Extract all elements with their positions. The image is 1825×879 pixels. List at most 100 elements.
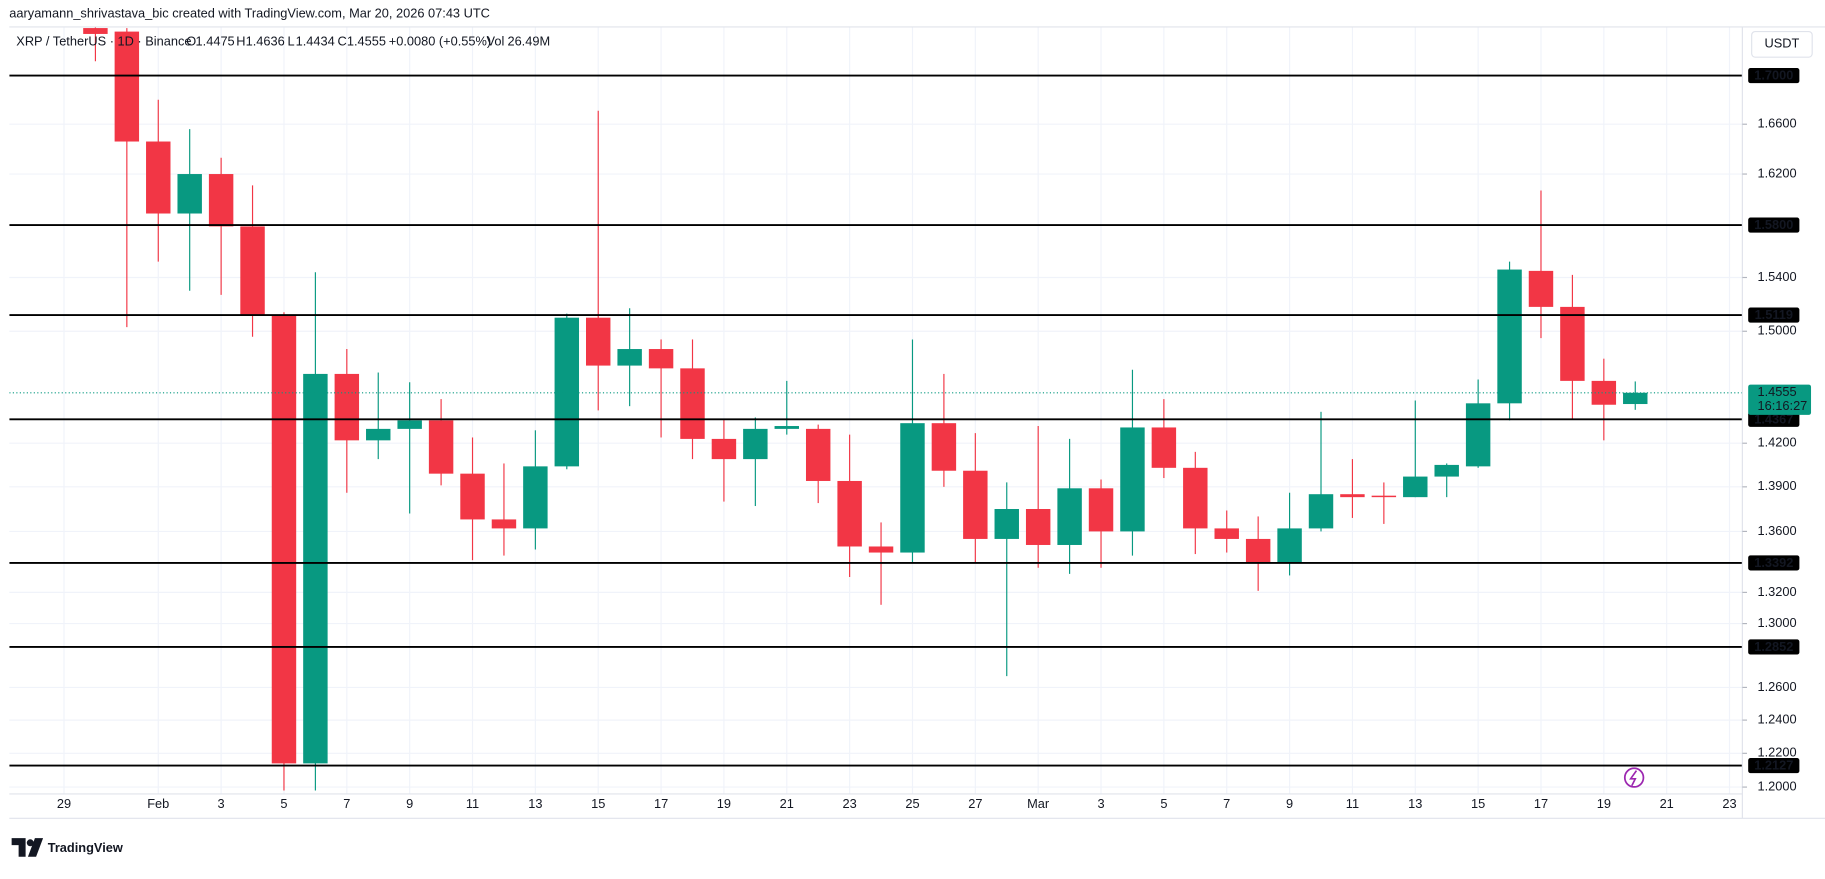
- h-label: H: [236, 33, 245, 48]
- candle-body: [805, 428, 831, 481]
- x-tick-label: 25: [905, 796, 919, 811]
- x-tick-label: 3: [1097, 796, 1104, 811]
- candle-body: [554, 317, 580, 467]
- candle-body: [146, 141, 171, 214]
- x-tick-label: 21: [1660, 796, 1674, 811]
- y-tick-label: 1.2200: [1757, 745, 1796, 760]
- y-tick-label: 1.2400: [1757, 711, 1796, 726]
- x-tick-label: 9: [406, 796, 413, 811]
- level-label-box: [1748, 411, 1800, 427]
- candle-body: [648, 349, 674, 369]
- y-tick-label: 1.3200: [1757, 584, 1796, 599]
- candle-body: [837, 480, 862, 547]
- level-label: 1.3392: [1754, 555, 1793, 570]
- level-label: 1.2852: [1754, 639, 1793, 654]
- candle-body: [1623, 392, 1648, 405]
- axes: 29 Feb 3 5 7 9 11 13 15 17 19 21 23 25 27 Mar 3 5 7 9 11 13 15…: [57, 68, 1812, 811]
- y-tick-label: 1.3600: [1757, 523, 1796, 538]
- o-label: O: [186, 33, 196, 48]
- plot-area: [9, 26, 1743, 791]
- l-value: 1.4434: [296, 33, 335, 48]
- candle-body: [1340, 494, 1365, 498]
- y-tick-label: 1.6600: [1757, 116, 1796, 131]
- candle-body: [1434, 464, 1459, 477]
- quick-action[interactable]: [1623, 767, 1645, 788]
- x-tick-label: Feb: [147, 796, 169, 811]
- x-tick-label: 11: [1346, 796, 1359, 811]
- candle-body: [177, 174, 202, 214]
- currency[interactable]: USDT: [1765, 36, 1800, 51]
- candle-body: [963, 470, 988, 539]
- candle-body: [868, 546, 894, 553]
- x-tick-label: 7: [343, 796, 350, 811]
- candle-body: [428, 420, 454, 474]
- currency-button[interactable]: [1751, 30, 1813, 58]
- x-tick-label: 9: [1286, 796, 1293, 811]
- candle-body: [460, 473, 485, 520]
- candle-body: [1528, 270, 1554, 307]
- x-tick-label: 17: [654, 796, 668, 811]
- candle-body: [1497, 269, 1522, 404]
- vol-value: 26.49M: [507, 33, 550, 48]
- logo-dot: [26, 839, 34, 847]
- candle-body: [680, 368, 705, 439]
- y-tick-label: 1.4200: [1757, 435, 1796, 450]
- attribution: aaryamann_shrivastava_bic created with T…: [9, 5, 490, 20]
- change: +0.0080 (+0.55%): [389, 33, 491, 48]
- x-tick-label: 17: [1534, 796, 1548, 811]
- y-tick-label: 1.5000: [1757, 323, 1796, 338]
- countdown: 16:16:27: [1757, 398, 1807, 413]
- x-tick-label: 3: [218, 796, 225, 811]
- y-tick-label: 1.3900: [1757, 478, 1796, 493]
- logo[interactable]: TradingView: [11, 838, 123, 857]
- candle-body: [931, 423, 957, 471]
- candle-body: [1371, 495, 1397, 498]
- level-label-box: [1748, 307, 1800, 323]
- candle-body: [1591, 380, 1617, 405]
- x-tick-label: Mar: [1027, 796, 1050, 811]
- level-label-box: [1748, 217, 1800, 233]
- symbol[interactable]: XRP / TetherUS · 1D · Binance: [16, 33, 191, 48]
- x-tick-label: 19: [1597, 796, 1611, 811]
- candle-body: [491, 519, 517, 529]
- x-tick-label: 27: [968, 796, 982, 811]
- candle-body: [334, 373, 360, 441]
- logo-text[interactable]: TradingView: [48, 840, 123, 855]
- x-tick-label: 13: [1408, 796, 1422, 811]
- candle-body: [208, 174, 234, 227]
- x-tick-label: 21: [780, 796, 794, 811]
- candle-body: [1057, 488, 1082, 545]
- last-price-label: 1.4555: [1757, 384, 1796, 399]
- last-price-box: [1748, 384, 1812, 415]
- candle-body: [743, 428, 768, 460]
- level-label-box: [1748, 555, 1800, 571]
- logo-mark: [27, 838, 44, 857]
- level-label-box: [1748, 639, 1800, 655]
- candle-body: [1403, 476, 1428, 498]
- candle-body: [1120, 427, 1145, 532]
- y-tick-label: 1.2000: [1757, 778, 1796, 793]
- level-label: 1.5119: [1755, 307, 1793, 322]
- c-label: C: [338, 33, 347, 48]
- x-tick-label: 23: [843, 796, 857, 811]
- candle-body: [1560, 306, 1585, 381]
- candle-body: [1151, 427, 1177, 468]
- level-label: 1.4367: [1754, 411, 1793, 426]
- candle-body: [397, 420, 422, 429]
- x-tick-label: 15: [591, 796, 605, 811]
- level-label: 1.5800: [1754, 217, 1793, 232]
- candle-body: [114, 31, 140, 142]
- y-tick-label: 1.6200: [1757, 165, 1796, 180]
- level-label-box: [1748, 68, 1800, 84]
- candle-body: [1308, 494, 1334, 529]
- x-tick-label: 5: [280, 796, 287, 811]
- h-value: 1.4636: [246, 33, 285, 48]
- x-tick-label: 29: [57, 796, 71, 811]
- candle-body: [240, 226, 265, 315]
- level-label: 1.7000: [1754, 68, 1793, 83]
- quick-action-bolt: [1629, 770, 1638, 787]
- candle-body: [303, 373, 328, 764]
- candle-body: [617, 349, 642, 366]
- candle-body: [994, 509, 1019, 539]
- quick-action-icon[interactable]: [1623, 767, 1645, 788]
